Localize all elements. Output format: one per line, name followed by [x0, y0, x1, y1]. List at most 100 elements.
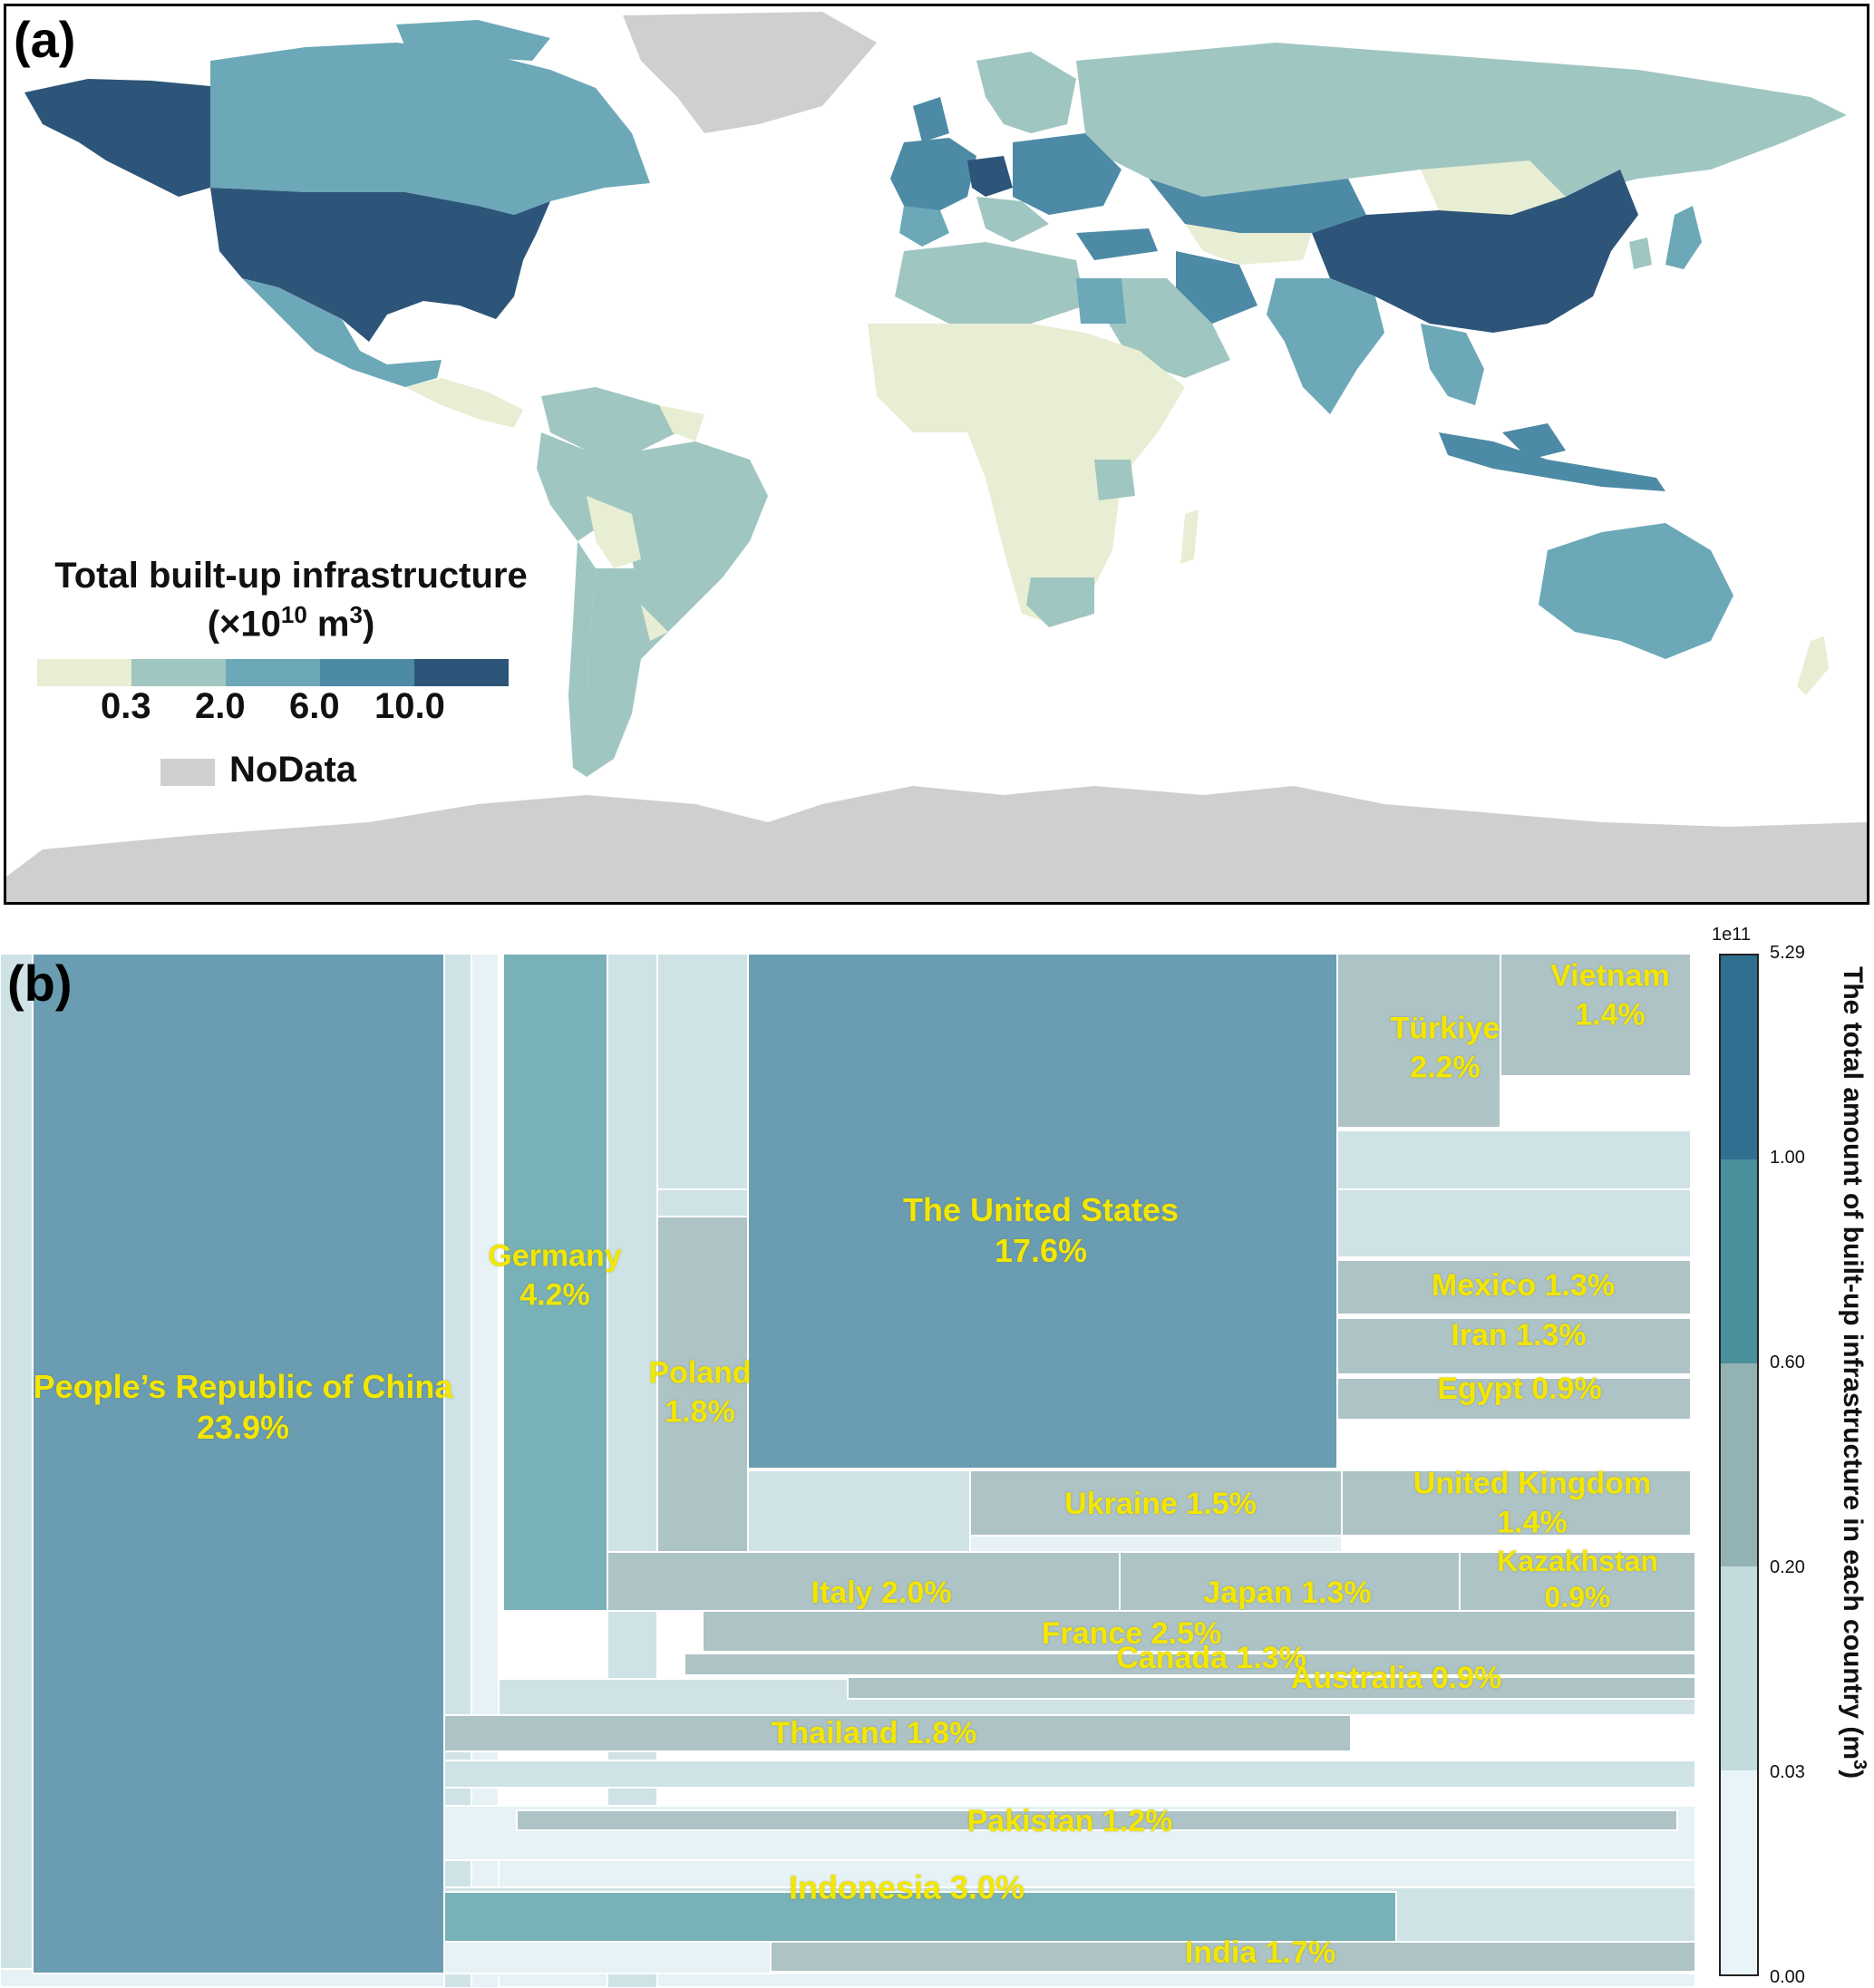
treemap-label-name-14: Iran 1.3%	[1451, 1317, 1587, 1353]
southeast-asia-shape	[1421, 324, 1484, 405]
uruguay-shape	[641, 605, 668, 641]
treemap-label-name-1: The United States	[902, 1191, 1180, 1228]
panel-a-label: (a)	[14, 11, 76, 68]
treemap-label-pct-7: 1.8%	[665, 1394, 735, 1429]
colorbar-tick-4: 0.03	[1770, 1762, 1805, 1782]
treemap-label-8: Thailand 1.8%	[772, 1714, 977, 1753]
treemap-label-13: Mexico 1.3%	[1432, 1266, 1615, 1305]
treemap-cell-12	[1341, 1469, 1692, 1537]
peru-shape	[537, 432, 605, 541]
treemap-small-country-cell	[0, 953, 34, 1970]
legend-title-line2: (×1010 m3)	[19, 601, 563, 645]
treemap-label-15: Japan 1.3%	[1203, 1574, 1371, 1613]
treemap-cell-10	[969, 1469, 1343, 1537]
australia-shape	[1539, 523, 1733, 659]
treemap-label-name-15: Japan 1.3%	[1203, 1575, 1372, 1610]
treemap-cell-2	[502, 953, 608, 1612]
treemap-label-name-12: United Kingdom	[1413, 1466, 1652, 1501]
treemap-cell-17	[516, 1809, 1678, 1831]
treemap-label-17: Pakistan 1.2%	[967, 1802, 1173, 1841]
treemap-cell-14	[1336, 1317, 1692, 1375]
colorbar-multiplier: 1e11	[1712, 925, 1752, 945]
panel-b-label: (b)	[7, 955, 73, 1012]
treemap-cell-18	[1336, 1377, 1692, 1421]
central-asia-shape	[1185, 224, 1312, 265]
treemap-cell-9	[770, 1941, 1695, 1973]
uk-shape	[913, 97, 949, 142]
legend-tick-0: 0.3	[101, 686, 151, 726]
scandinavia-shape	[976, 52, 1076, 133]
treemap-label-pct-0: 23.9%	[196, 1409, 290, 1446]
colorbar-segment-4	[1721, 1770, 1757, 1974]
iberia-shape	[899, 206, 949, 247]
treemap-label-name-3: Indonesia 3.0%	[788, 1868, 1025, 1906]
turkey-shape	[1076, 228, 1158, 260]
treemap-small-country-cell	[443, 1760, 1695, 1789]
treemap-label-0: People’s Republic of China 23.9%	[34, 1366, 453, 1448]
treemap-label-name-17: Pakistan 1.2%	[966, 1803, 1173, 1838]
legend-title-prefix: (×10	[207, 604, 281, 645]
colorbar-tick-1: 1.00	[1770, 1148, 1805, 1168]
legend-title-line1: Total built-up infrastructure	[54, 556, 528, 596]
treemap-small-country-cell	[498, 1859, 1695, 1888]
treemap-panel: People’s Republic of China 23.9% The Unite…	[0, 917, 1874, 1987]
treemap-label-name-2: Germany	[488, 1238, 622, 1274]
treemap-cell-0	[32, 953, 445, 1974]
treemap-label-6: Italy 2.0%	[811, 1574, 952, 1613]
colorbar-label-close: )	[1838, 1770, 1868, 1780]
treemap-label-name-18: Egypt 0.9%	[1437, 1371, 1602, 1406]
legend-title-close: )	[362, 604, 375, 645]
legend-swatch-4	[414, 659, 509, 686]
canada-shape	[210, 43, 650, 215]
treemap-label-pct-1: 17.6%	[994, 1232, 1088, 1269]
colorbar-tick-2: 0.60	[1770, 1353, 1805, 1372]
colorbar-segment-0	[1721, 955, 1757, 1159]
legend-title-exponent: 10	[280, 601, 307, 628]
treemap-label-name-0: People’s Republic of China	[33, 1368, 453, 1405]
colorbar-bar	[1719, 954, 1759, 1976]
colorbar-tick-3: 0.20	[1770, 1557, 1805, 1577]
western-europe-shape	[890, 138, 976, 215]
colombia-venezuela-shape	[541, 387, 677, 451]
india-shape	[1267, 278, 1384, 414]
treemap	[0, 953, 1695, 1987]
colorbar-segment-1	[1721, 1159, 1757, 1363]
treemap-label-19: Kazakhstan 0.9%	[1497, 1543, 1658, 1615]
mexico-shape	[242, 278, 442, 387]
treemap-cell-3	[443, 1891, 1397, 1943]
treemap-label-18: Egypt 0.9%	[1437, 1370, 1601, 1409]
map-panel: (a) Total built-up infrastructure (×1010…	[4, 4, 1869, 905]
colorbar-tick-0: 5.29	[1770, 943, 1805, 963]
germany-shape	[967, 156, 1013, 197]
italy-balkans-shape	[976, 197, 1049, 242]
treemap-small-country-cell	[1336, 1188, 1692, 1258]
legend-tick-3: 10.0	[374, 686, 445, 726]
legend-swatch-3	[320, 659, 414, 686]
treemap-cell-19	[1459, 1551, 1695, 1612]
treemap-label-16: Canada 1.3%	[1116, 1639, 1306, 1678]
treemap-label-name-5: Türkiye	[1390, 1011, 1500, 1046]
nodata-label: NoData	[229, 750, 357, 790]
treemap-small-country-cell	[656, 953, 749, 1190]
treemap-label-11: Vietnam 1.4%	[1550, 957, 1670, 1034]
guianas-shape	[659, 405, 704, 441]
treemap-label-14: Iran 1.3%	[1451, 1316, 1586, 1355]
treemap-label-3: Indonesia 3.0%	[789, 1867, 1024, 1908]
treemap-cell-8	[443, 1714, 1352, 1752]
treemap-label-9: India 1.7%	[1185, 1934, 1335, 1973]
treemap-label-2: Germany 4.2%	[488, 1237, 621, 1314]
treemap-label-4: France 2.5%	[1042, 1615, 1221, 1653]
colorbar-segment-2	[1721, 1363, 1757, 1567]
eastern-europe-shape	[1013, 133, 1121, 215]
alaska-shape	[24, 79, 210, 197]
legend-tick-1: 2.0	[195, 686, 246, 726]
bolivia-shape	[587, 496, 641, 568]
iran-shape	[1176, 251, 1257, 324]
treemap-label-pct-12: 1.4%	[1497, 1505, 1568, 1539]
treemap-label-pct-2: 4.2%	[519, 1277, 590, 1312]
treemap-label-12: United Kingdom 1.4%	[1413, 1465, 1652, 1542]
colorbar-tick-5: 0.00	[1770, 1967, 1805, 1987]
south-africa-shape	[1026, 577, 1094, 627]
treemap-cell-4	[702, 1610, 1695, 1653]
treemap-cell-13	[1336, 1259, 1692, 1315]
